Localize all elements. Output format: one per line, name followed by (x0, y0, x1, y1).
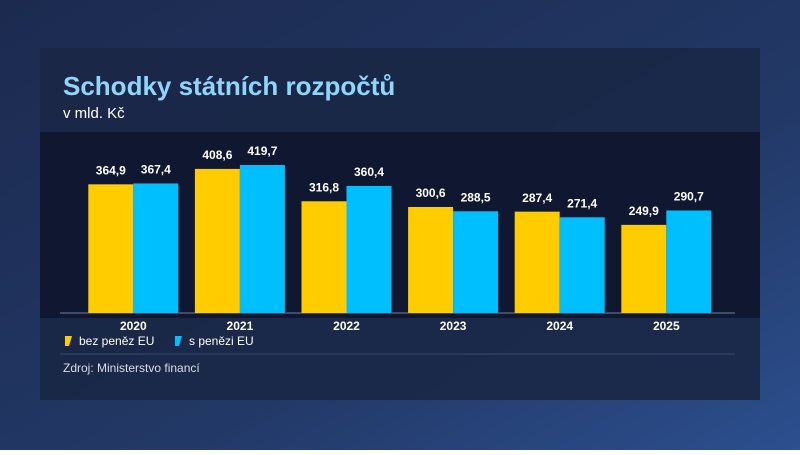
value-label: 364,9 (96, 163, 126, 177)
bar (408, 206, 454, 313)
chart-title: Schodky státních rozpočtů (63, 71, 395, 101)
marks: 2020 364,9 367,4 2021 408,6 419,7 2022 316,8 360… (65, 144, 712, 348)
bar (239, 165, 285, 313)
bar (621, 224, 667, 313)
legend-marker (175, 336, 182, 346)
bar (88, 184, 134, 313)
value-label: 300,6 (416, 186, 446, 200)
legend-label: bez peněz EU (79, 334, 154, 348)
x-tick-label: 2021 (227, 319, 254, 333)
value-label: 288,5 (461, 190, 491, 204)
x-tick-label: 2024 (546, 319, 573, 333)
bar (666, 210, 712, 313)
bar (453, 211, 499, 313)
x-tick-label: 2023 (440, 319, 467, 333)
legend-marker (65, 336, 72, 346)
x-tick-label: 2022 (333, 319, 360, 333)
value-label: 419,7 (247, 144, 277, 158)
value-label: 287,4 (522, 191, 552, 205)
bar (194, 168, 240, 313)
value-label: 408,6 (202, 148, 232, 162)
bar (346, 185, 392, 313)
bar (514, 211, 560, 313)
bar (301, 201, 347, 313)
value-label: 271,4 (567, 196, 597, 210)
bar (559, 217, 605, 313)
bar (133, 183, 179, 313)
chart-subtitle: v mld. Kč (63, 105, 125, 122)
x-tick-label: 2025 (653, 319, 680, 333)
legend-label: s penězi EU (189, 334, 254, 348)
value-label: 360,4 (354, 165, 384, 179)
value-label: 367,4 (141, 163, 171, 177)
value-label: 316,8 (309, 180, 339, 194)
source: Zdroj: Ministerstvo financí (63, 361, 200, 375)
value-label: 249,9 (629, 204, 659, 218)
x-tick-label: 2020 (120, 319, 147, 333)
value-label: 290,7 (674, 190, 704, 204)
